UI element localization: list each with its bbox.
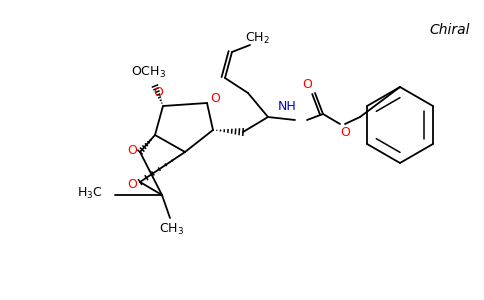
Text: CH$_3$: CH$_3$: [159, 221, 184, 236]
Text: O: O: [127, 178, 137, 190]
Text: O: O: [153, 85, 163, 98]
Text: O: O: [340, 125, 350, 139]
Text: NH: NH: [278, 100, 296, 113]
Text: O: O: [210, 92, 220, 104]
Text: OCH$_3$: OCH$_3$: [131, 64, 166, 80]
Text: CH$_2$: CH$_2$: [244, 30, 270, 46]
Text: Chiral: Chiral: [430, 23, 470, 37]
Text: O: O: [127, 143, 137, 157]
Text: H$_3$C: H$_3$C: [77, 185, 103, 200]
Text: O: O: [302, 77, 312, 91]
